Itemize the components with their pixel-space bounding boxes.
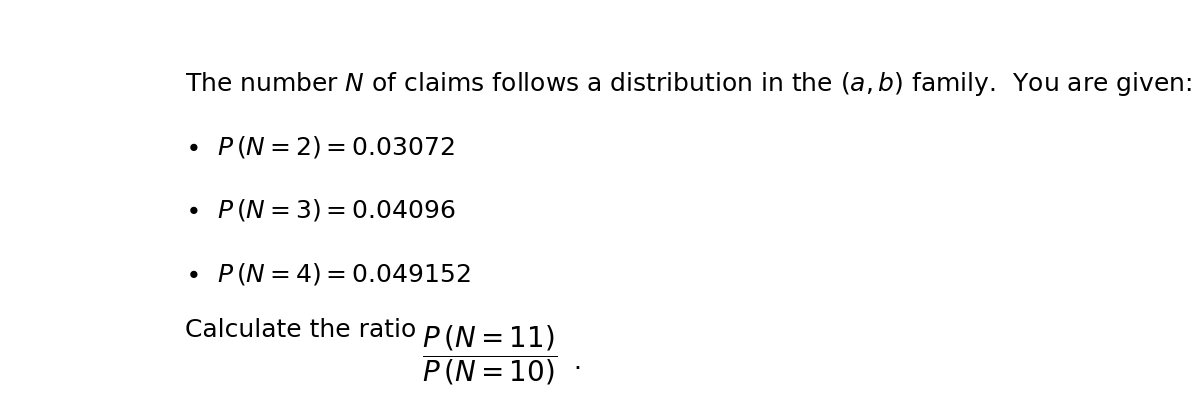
Text: $\bullet$: $\bullet$ — [185, 261, 199, 285]
Text: $P\,(N = 2) = 0.03072$: $P\,(N = 2) = 0.03072$ — [217, 134, 455, 160]
Text: $\dfrac{P\,(N = 11)}{P\,(N = 10)}$: $\dfrac{P\,(N = 11)}{P\,(N = 10)}$ — [422, 323, 557, 387]
Text: $P\,(N = 4) = 0.049152$: $P\,(N = 4) = 0.049152$ — [217, 261, 470, 287]
Text: $P\,(N = 3) = 0.04096$: $P\,(N = 3) = 0.04096$ — [217, 197, 456, 223]
Text: .: . — [574, 350, 581, 374]
Text: $\bullet$: $\bullet$ — [185, 197, 199, 221]
Text: Calculate the ratio: Calculate the ratio — [185, 318, 416, 342]
Text: The number $N$ of claims follows a distribution in the $(a, b)$ family.  You are: The number $N$ of claims follows a distr… — [185, 70, 1193, 98]
Text: $\bullet$: $\bullet$ — [185, 134, 199, 158]
